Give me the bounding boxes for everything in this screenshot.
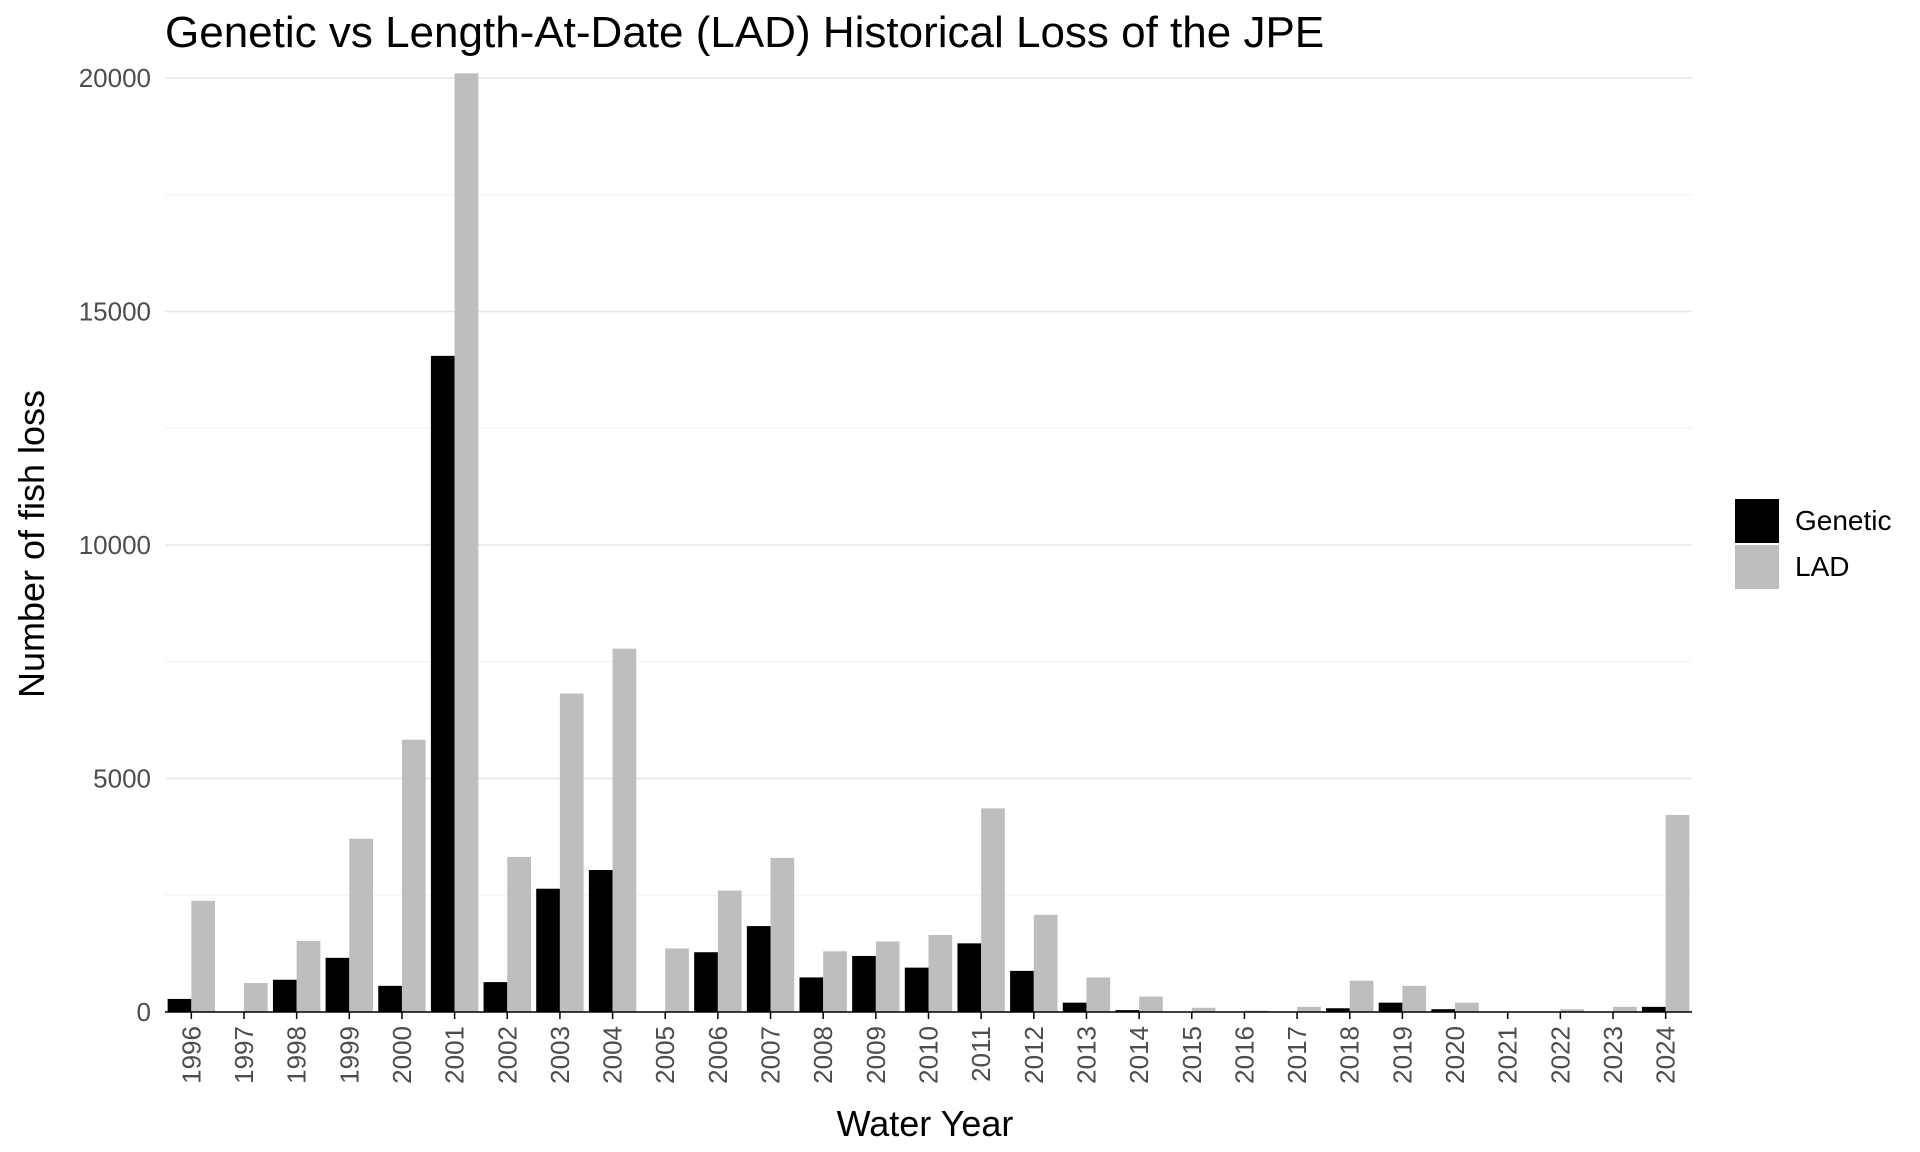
bar-lad-2017 [1297, 1006, 1321, 1012]
x-tick-label: 2021 [1493, 1026, 1523, 1084]
x-tick-label: 2018 [1335, 1026, 1365, 1084]
x-tick-label: 2024 [1651, 1026, 1681, 1084]
bar-lad-1996 [191, 900, 216, 1012]
x-tick-label: 2008 [808, 1026, 838, 1084]
bar-genetic-2004 [588, 870, 613, 1012]
x-tick-label: 2007 [756, 1026, 786, 1084]
bar-lad-2013 [1086, 977, 1111, 1012]
bar-genetic-2011 [957, 943, 982, 1012]
bar-lad-2007 [770, 857, 795, 1012]
bar-genetic-2009 [852, 955, 876, 1012]
bar-lad-2004 [612, 648, 637, 1012]
x-tick-label: 2006 [703, 1026, 733, 1084]
bar-lad-2014 [1139, 996, 1163, 1012]
y-tick-label: 20000 [79, 63, 151, 93]
bar-genetic-2024 [1641, 1006, 1666, 1012]
bar-lad-2012 [1033, 914, 1058, 1012]
bar-lad-2020 [1455, 1002, 1479, 1012]
x-tick-label: 1998 [282, 1026, 312, 1084]
bar-genetic-2010 [904, 967, 929, 1012]
x-tick-label: 2015 [1177, 1026, 1207, 1084]
x-tick-label: 2012 [1019, 1026, 1049, 1084]
bar-lad-1999 [349, 838, 373, 1012]
y-tick-label: 5000 [93, 764, 151, 794]
bar-lad-2010 [928, 934, 953, 1012]
legend-swatch-genetic [1735, 499, 1779, 543]
bar-genetic-2012 [1010, 970, 1034, 1012]
bar-lad-2015 [1191, 1007, 1216, 1012]
bar-lad-2024 [1665, 814, 1690, 1012]
legend-label-lad: LAD [1795, 551, 1850, 582]
legend: Genetic LAD [1735, 498, 1892, 590]
bar-genetic-2013 [1062, 1002, 1087, 1012]
x-tick-label: 2003 [545, 1026, 575, 1084]
bar-lad-2022 [1560, 1009, 1585, 1012]
gridlines [165, 77, 1692, 896]
bar-genetic-2000 [378, 985, 402, 1012]
x-tick-label: 1996 [176, 1026, 206, 1084]
legend-item-genetic: Genetic [1735, 498, 1892, 544]
x-tick-label: 2005 [650, 1026, 680, 1084]
bar-genetic-1998 [272, 979, 297, 1012]
x-tick-label: 2010 [914, 1026, 944, 1084]
bar-genetic-2014 [1115, 1010, 1140, 1012]
bar-lad-2000 [401, 739, 426, 1012]
x-tick-label: 2017 [1282, 1026, 1312, 1084]
bar-lad-2005 [665, 948, 689, 1012]
x-tick-label: 1997 [229, 1026, 259, 1084]
x-tick-label: 2016 [1229, 1026, 1259, 1084]
x-axis-title: Water Year [837, 1103, 1014, 1144]
x-tick-label: 2013 [1071, 1026, 1101, 1084]
x-tick-label: 2014 [1124, 1026, 1154, 1084]
y-tick-label: 15000 [79, 297, 151, 327]
bar-genetic-2019 [1378, 1002, 1403, 1012]
x-tick-label: 2011 [966, 1026, 996, 1082]
bar-lad-2023 [1613, 1006, 1637, 1012]
chart-title: Genetic vs Length-At-Date (LAD) Historic… [165, 8, 1325, 57]
x-tick-label: 2000 [387, 1026, 417, 1084]
bar-lad-2001 [454, 73, 479, 1012]
bar-genetic-2001 [430, 355, 455, 1012]
bar-genetic-2006 [694, 952, 718, 1012]
bar-lad-2019 [1402, 985, 1427, 1012]
bar-genetic-1996 [167, 998, 192, 1012]
bar-lad-2008 [823, 951, 847, 1012]
x-tick-label: 2020 [1440, 1026, 1470, 1084]
y-tick-label: 10000 [79, 530, 151, 560]
bar-lad-2011 [981, 808, 1005, 1012]
bar-lad-2003 [559, 693, 584, 1012]
bar-genetic-1999 [325, 957, 350, 1012]
bar-genetic-2003 [536, 888, 560, 1012]
bar-lad-2018 [1349, 980, 1374, 1012]
bar-lad-2009 [875, 941, 900, 1012]
bar-lad-2006 [717, 890, 742, 1012]
x-tick-label: 2022 [1545, 1026, 1575, 1084]
x-tick-label: 2009 [861, 1026, 891, 1084]
bar-genetic-2002 [483, 982, 508, 1012]
bar-lad-2002 [507, 856, 531, 1012]
x-tick-label: 2023 [1598, 1026, 1628, 1084]
axes: 0 5000 10000 15000 20000 1996 1997 1998 1999 2000… [79, 63, 1692, 1084]
x-tick-label: 1999 [334, 1026, 364, 1084]
y-tick-label: 0 [137, 997, 151, 1027]
x-tick-label: 2002 [492, 1026, 522, 1084]
legend-item-lad: LAD [1735, 544, 1892, 590]
y-axis-title: Number of fish loss [11, 390, 52, 698]
bar-lad-1998 [296, 941, 321, 1012]
legend-swatch-lad [1735, 545, 1779, 589]
bar-genetic-2018 [1326, 1008, 1350, 1012]
bar-lad-1997 [243, 983, 268, 1012]
bars [167, 73, 1690, 1012]
bar-genetic-2008 [799, 977, 824, 1012]
bar-genetic-2007 [746, 926, 771, 1012]
legend-label-genetic: Genetic [1795, 505, 1892, 536]
bar-genetic-2020 [1431, 1009, 1456, 1012]
x-tick-label: 2001 [440, 1026, 470, 1084]
x-tick-label: 2004 [598, 1026, 628, 1084]
x-tick-label: 2019 [1387, 1026, 1417, 1084]
